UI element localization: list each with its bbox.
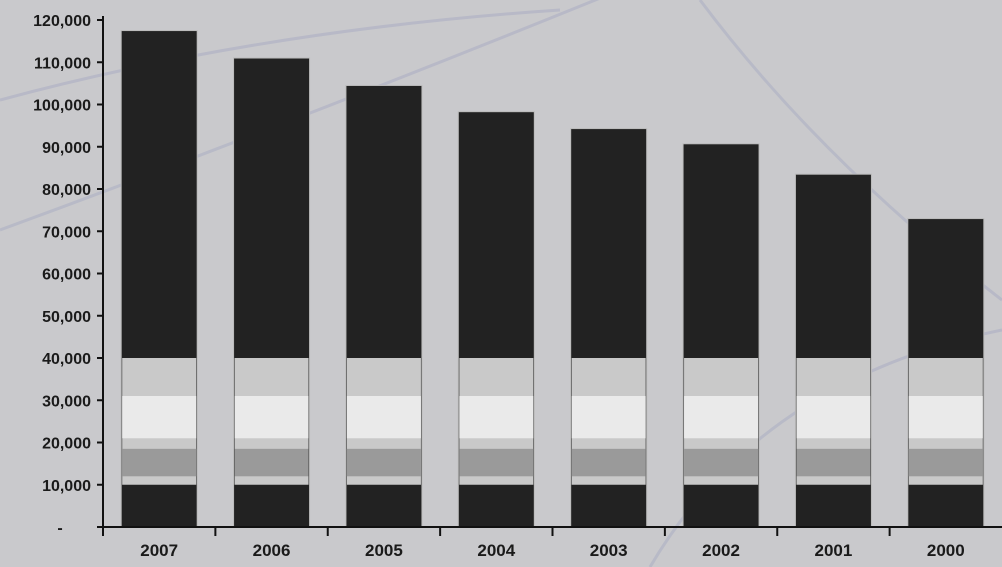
bar-2001 (794, 173, 872, 528)
bar-texture-ruler (346, 448, 421, 477)
bar-2003 (570, 128, 648, 528)
y-tick-label: - (57, 520, 62, 537)
bar-texture-highlight (122, 396, 197, 439)
y-tick-label: 120,000 (33, 13, 91, 30)
y-tick-label: 110,000 (34, 55, 91, 72)
bar-texture-ruler (684, 448, 759, 477)
bar-texture-ruler (908, 448, 983, 477)
bar-texture-highlight (571, 396, 646, 439)
x-tick-label: 2006 (253, 541, 291, 560)
bar-2000 (907, 218, 985, 528)
bar-2005 (345, 84, 423, 528)
bar-texture-ruler (122, 448, 197, 477)
bars-group (120, 30, 985, 528)
x-tick-label: 2005 (365, 541, 403, 560)
y-tick-label: 10,000 (42, 478, 91, 495)
bar-texture-highlight (346, 396, 421, 439)
y-tick-label: 70,000 (42, 224, 91, 241)
bar-2006 (233, 57, 311, 528)
bar-texture-ruler (571, 448, 646, 477)
y-tick-label: 60,000 (42, 267, 91, 284)
bar-2004 (457, 111, 535, 528)
x-axis: 2007 2006 2005 2004 2003 2002 2001 2000 (102, 526, 1002, 560)
y-tick-label: 80,000 (42, 182, 91, 199)
y-tick-label: 20,000 (42, 436, 91, 453)
y-tick-label: 90,000 (42, 140, 91, 157)
bar-texture-ruler (796, 448, 871, 477)
bar-texture-ruler (459, 448, 534, 477)
x-tick-label: 2000 (927, 541, 965, 560)
bar-texture-highlight (684, 396, 759, 439)
y-tick-label: 40,000 (42, 351, 91, 368)
x-tick-label: 2004 (477, 541, 515, 560)
y-tick-label: 50,000 (42, 309, 91, 326)
y-axis: - 10,000 20,000 30,000 40,000 50,000 60,000 70,… (33, 13, 104, 537)
x-tick-label: 2001 (815, 541, 853, 560)
y-tick-label: 100,000 (33, 98, 91, 115)
x-tick-label: 2007 (140, 541, 178, 560)
bar-2002 (682, 143, 760, 528)
bar-texture-highlight (234, 396, 309, 439)
y-tick-label: 30,000 (42, 393, 91, 410)
bar-texture-highlight (908, 396, 983, 439)
x-tick-label: 2003 (590, 541, 628, 560)
bar-texture-highlight (796, 396, 871, 439)
bar-texture-highlight (459, 396, 534, 439)
x-tick-label: 2002 (702, 541, 740, 560)
bar-texture-ruler (234, 448, 309, 477)
bar-2007 (120, 30, 198, 528)
